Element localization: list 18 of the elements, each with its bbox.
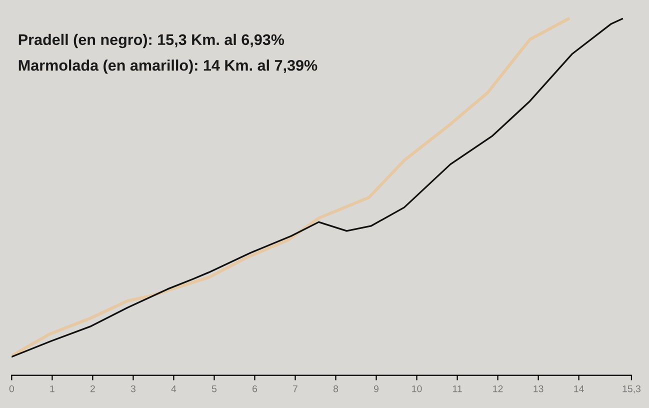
x-tick-label: 0: [9, 385, 14, 392]
x-tick-label: 8: [333, 385, 338, 392]
x-tick-label: 14: [574, 385, 584, 392]
x-tick-label: 6: [252, 385, 258, 392]
x-tick-label: 4: [171, 385, 176, 392]
x-tick-label: 1: [50, 385, 54, 392]
x-tick-label: 11: [452, 385, 462, 392]
x-tick-label: 7: [293, 385, 298, 392]
x-tick-label: 5: [212, 385, 217, 392]
annotation: Marmolada (en amarillo): 14 Km. al 7,39%: [18, 60, 318, 74]
x-tick-label: 9: [374, 385, 379, 392]
x-tick-label: 2: [90, 385, 95, 392]
x-tick-label: 15,3: [622, 385, 641, 394]
x-tick-label: 13: [534, 385, 544, 392]
annotation: Pradell (en negro): 15,3 Km. al 6,93%: [18, 34, 284, 48]
x-tick-label: 3: [130, 385, 136, 392]
x-tick-label: 12: [493, 385, 503, 392]
x-tick-label: 10: [412, 385, 422, 392]
